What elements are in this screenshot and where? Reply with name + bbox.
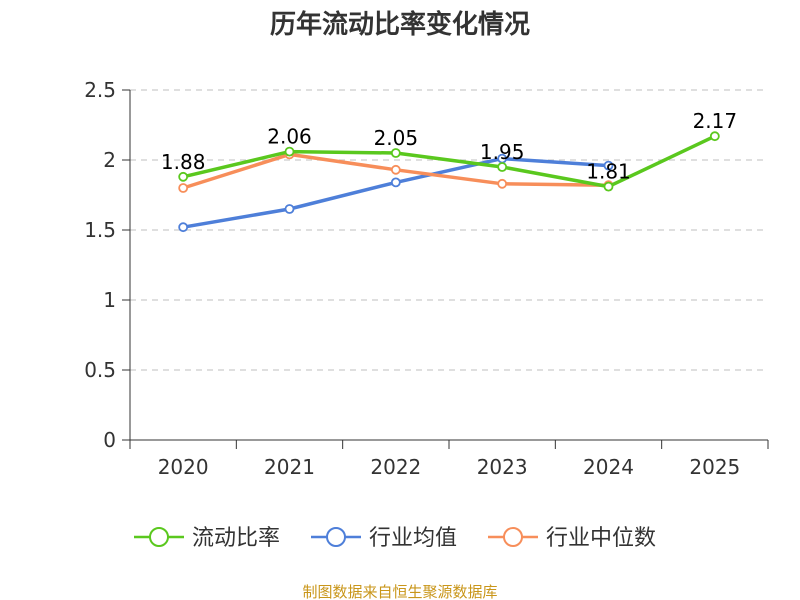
series-line <box>182 134 716 189</box>
legend-label: 流动比率 <box>192 526 280 551</box>
data-label: 1.95 <box>480 140 525 164</box>
y-tick-label: 1.5 <box>84 218 116 242</box>
series-0 <box>178 131 720 192</box>
data-point <box>178 222 189 233</box>
data-point <box>284 146 295 157</box>
legend: 流动比率 行业均值 行业中位数 <box>134 526 656 551</box>
data-point <box>603 160 614 171</box>
data-point <box>178 183 189 193</box>
y-tick-label: 0.5 <box>84 358 116 382</box>
y-tick-label: 1 <box>103 288 116 312</box>
series-1 <box>178 153 614 233</box>
data-label: 2.05 <box>374 126 419 150</box>
data-labels: 1.88 2.06 2.05 1.95 1.81 2.17 <box>161 109 737 183</box>
data-point <box>603 181 614 192</box>
data-label: 1.88 <box>161 150 206 174</box>
data-point <box>390 177 401 188</box>
data-point <box>497 162 508 172</box>
source-note: 制图数据来自恒生聚源数据库 <box>302 583 497 600</box>
x-tick-label: 2025 <box>689 455 740 479</box>
legend-label: 行业中位数 <box>546 526 656 551</box>
chart-title: 历年流动比率变化情况 <box>270 9 530 40</box>
y-tick-label: 2.5 <box>84 78 116 102</box>
series-lines <box>178 131 720 233</box>
legend-marker <box>326 527 346 547</box>
x-tick-label: 2022 <box>370 455 421 479</box>
x-tick-label: 2020 <box>158 455 209 479</box>
data-label: 2.17 <box>693 109 738 133</box>
data-point <box>709 131 720 142</box>
x-tick-label: 2024 <box>583 455 634 479</box>
data-label: 1.81 <box>586 160 631 184</box>
legend-marker <box>149 527 169 547</box>
x-tick-label: 2023 <box>477 455 528 479</box>
y-tick-label: 0 <box>103 428 116 452</box>
y-tick-label: 2 <box>103 148 116 172</box>
legend-label: 行业均值 <box>369 526 457 551</box>
data-point <box>390 164 401 175</box>
data-point <box>497 178 508 189</box>
data-point <box>178 171 189 182</box>
data-point <box>390 148 401 158</box>
legend-item: 流动比率 <box>134 526 280 551</box>
grid-lines <box>130 89 768 371</box>
axes: 0 0.5 1 1.5 2 2.5 2020 2021 2022 2023 2024 2025 <box>84 78 769 479</box>
data-label: 2.06 <box>267 125 312 149</box>
legend-marker <box>503 527 523 547</box>
legend-item: 行业均值 <box>311 526 457 551</box>
data-point <box>284 204 295 214</box>
x-tick-label: 2021 <box>264 455 315 479</box>
legend-item: 行业中位数 <box>488 526 656 551</box>
